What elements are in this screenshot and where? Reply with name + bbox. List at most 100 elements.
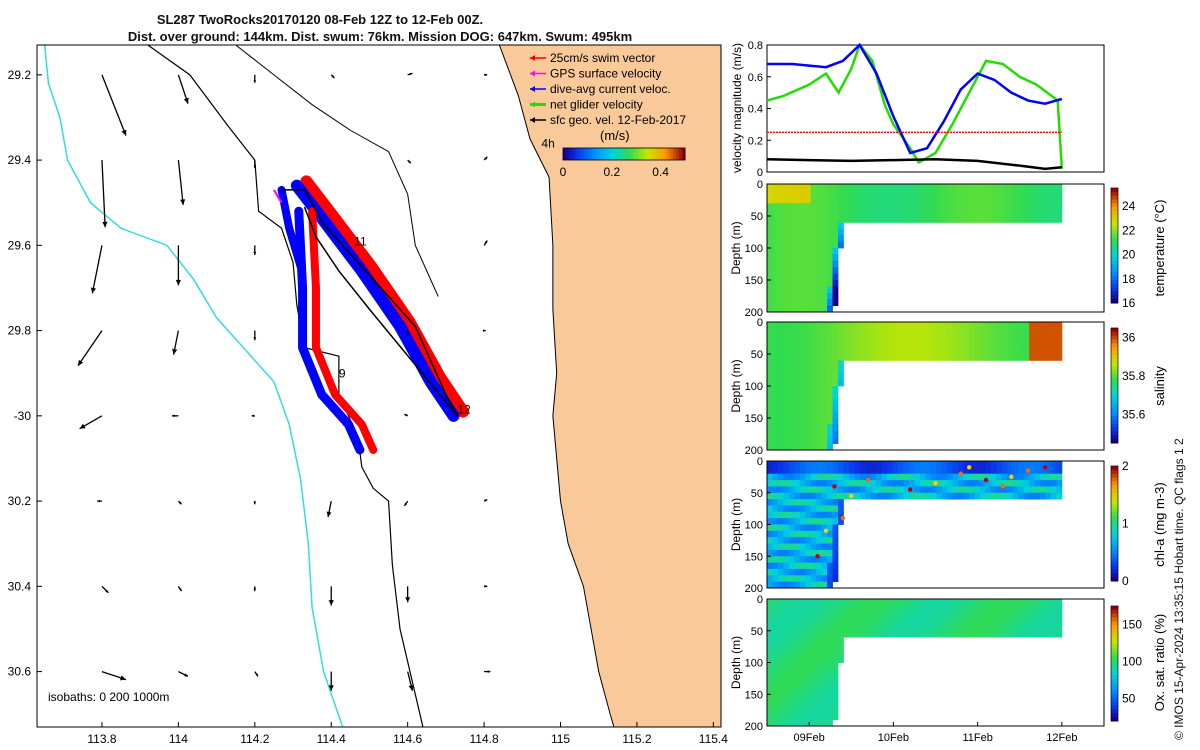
salinity-panel-cell <box>1007 328 1014 336</box>
temperature-panel-cell <box>974 203 981 210</box>
salinity-panel-cell <box>821 347 828 355</box>
temperature-panel-cell <box>865 216 872 223</box>
oxygen-panel-cell <box>837 611 844 619</box>
oxygen-panel-cell <box>969 611 975 619</box>
temperature-panel-cell <box>788 292 795 300</box>
oxygen-panel-cell <box>816 618 823 625</box>
salinity-panel-cell <box>859 334 866 342</box>
oxygen-panel-cell <box>898 599 904 606</box>
oxygen-panel-cell <box>805 694 812 701</box>
temperature-panel-cell <box>958 216 964 223</box>
salinity-panel-cell <box>767 347 773 355</box>
chla-panel-cell <box>810 467 817 475</box>
oxygen-panel-cell <box>772 649 779 657</box>
sfc-arrow-head-6 <box>102 221 108 228</box>
chla-panel-cell <box>1056 461 1063 468</box>
oxygen-panel-cell <box>832 675 839 682</box>
chla-panel-cell <box>772 480 779 487</box>
oxygen-panel-cell <box>772 637 779 644</box>
oxygen-panel-colorbar-cell <box>1111 667 1118 672</box>
chla-panel-cell <box>821 518 828 525</box>
temperature-panel-cell <box>788 260 795 268</box>
temperature-panel-cell <box>837 228 844 236</box>
salinity-panel-cell <box>794 360 801 368</box>
chla-panel-cell <box>816 537 823 544</box>
oxygen-panel-cell <box>914 618 921 625</box>
chla-panel-cell <box>848 486 855 494</box>
salinity-panel-cell <box>1029 354 1035 361</box>
salinity-panel-cell <box>898 322 904 329</box>
salinity-panel-cell <box>837 360 844 368</box>
oxygen-panel-cell <box>898 618 904 625</box>
salinity-panel-cell <box>810 418 817 425</box>
oxygen-panel-colorbar-cell <box>1111 655 1118 661</box>
chla-panel-cell <box>990 492 997 500</box>
temperature-panel-cell <box>941 209 948 217</box>
temperature-panel-cell <box>777 222 784 230</box>
temperature-panel-cell <box>777 292 784 300</box>
temperature-panel-cell <box>1034 209 1041 217</box>
chla-panel-colorbar-cell <box>1111 542 1118 547</box>
temperature-panel-cell <box>898 190 904 198</box>
temperature-panel-cell <box>810 235 817 242</box>
oxygen-panel-cell <box>767 599 773 606</box>
salinity-panel-cell <box>1001 334 1008 342</box>
salinity-panel-cell <box>799 341 806 348</box>
salinity-panel-cell <box>958 328 964 336</box>
chla-high-dot-9 <box>1042 465 1048 470</box>
chla-panel-cell <box>887 480 893 487</box>
oxygen-panel-cell <box>821 656 828 663</box>
temperature-panel-cell <box>854 209 861 217</box>
chla-panel-cell <box>832 549 839 557</box>
chla-panel-cell <box>854 461 861 468</box>
chla-panel-cell <box>816 518 823 525</box>
temperature-panel-cell <box>788 248 795 255</box>
oxygen-panel-cell <box>788 624 795 632</box>
temperature-panel-cell <box>969 184 975 191</box>
oxygen-panel-cell <box>1034 618 1041 625</box>
chla-panel-cell <box>990 480 997 487</box>
chla-panel-cell <box>821 581 828 589</box>
colorbar-cell-16 <box>611 148 616 160</box>
oxygen-panel-cell <box>941 599 948 606</box>
temperature-panel-colorbar-cell <box>1111 237 1118 243</box>
salinity-panel-cell <box>1001 341 1008 348</box>
salinity-panel-cell <box>854 354 861 361</box>
temperature-panel-cell <box>1029 209 1035 217</box>
chla-high-dot-6 <box>983 477 989 483</box>
colorbar-cell-27 <box>645 148 649 160</box>
oxygen-panel-colorbar-cell <box>1111 705 1118 710</box>
oxygen-panel-cell <box>767 719 773 727</box>
temperature-panel-cell <box>843 216 850 223</box>
salinity-panel-cell <box>816 411 823 419</box>
chla-panel-cell <box>788 537 795 544</box>
salinity-panel-cell <box>979 322 986 329</box>
chla-panel-cell <box>799 486 806 494</box>
salinity-panel-cell <box>777 430 784 438</box>
salinity-panel-cell <box>777 366 784 374</box>
salinity-panel-cell <box>767 398 773 406</box>
chla-panel-cell <box>908 473 915 481</box>
salinity-panel-cell <box>848 347 855 355</box>
oxygen-panel-cell <box>990 599 997 606</box>
salinity-panel-colorbar-cell <box>1111 408 1118 413</box>
chla-panel-cell <box>767 473 773 481</box>
temperature-panel-cell <box>887 209 893 217</box>
salinity-panel-cell <box>952 341 959 348</box>
chla-panel-cell <box>919 467 926 475</box>
colorbar-cell-10 <box>593 148 598 160</box>
chla-panel-cell <box>777 518 784 525</box>
salinity-panel-cell <box>788 392 795 400</box>
salinity-panel-cell <box>870 347 877 355</box>
salinity-panel-cell <box>810 360 817 368</box>
colorbar-cell-37 <box>675 148 680 160</box>
temperature-panel-cell <box>832 184 839 191</box>
salinity-panel-cell <box>832 341 839 348</box>
colorbar-cell-28 <box>648 148 652 160</box>
oxygen-panel-cell <box>870 624 877 632</box>
salinity-panel-cell <box>777 373 784 380</box>
chla-panel-cell <box>777 505 784 513</box>
chla-panel-cell <box>898 467 904 475</box>
colorbar-cell-35 <box>669 148 674 160</box>
salinity-panel-cell <box>783 322 790 329</box>
